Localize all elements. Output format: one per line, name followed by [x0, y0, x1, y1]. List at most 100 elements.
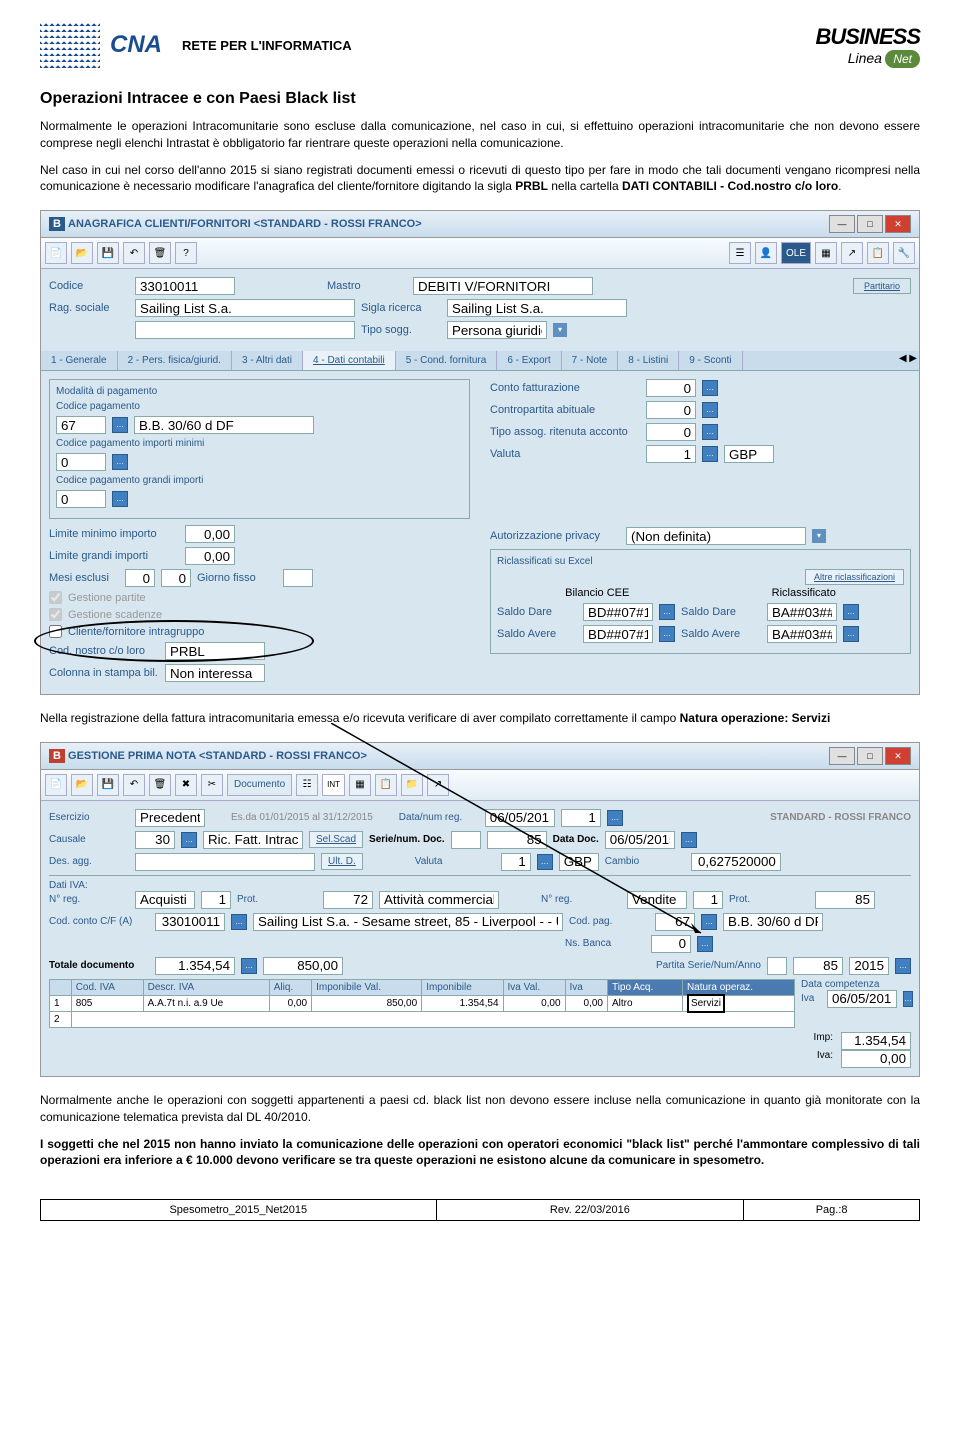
tab-sconti[interactable]: 9 - Sconti [679, 351, 742, 370]
tools-icon[interactable]: 🔧 [893, 242, 915, 264]
datacomp-input[interactable] [827, 990, 897, 1008]
causale-input[interactable] [135, 831, 175, 849]
codgrandi-input[interactable] [56, 490, 106, 508]
close-button[interactable]: ✕ [885, 215, 911, 233]
valuta2-input[interactable] [501, 853, 531, 871]
tipo-input[interactable] [447, 321, 547, 339]
sigla-input[interactable] [447, 299, 627, 317]
giorno-input[interactable] [283, 569, 313, 587]
partita-a[interactable] [849, 957, 889, 975]
tab-generale[interactable]: 1 - Generale [41, 351, 118, 370]
codpag2-input[interactable] [655, 913, 695, 931]
ole-button[interactable]: OLE [781, 242, 811, 264]
rag-input[interactable] [135, 299, 355, 317]
save-icon[interactable]: 💾 [97, 242, 119, 264]
contro-input[interactable] [646, 401, 696, 419]
codnostro-input[interactable] [165, 642, 265, 660]
mesi1-input[interactable] [125, 569, 155, 587]
tree-icon[interactable]: ☷ [296, 774, 318, 796]
lookup-icon[interactable]: … [537, 854, 553, 870]
colonna-input[interactable] [165, 664, 265, 682]
totale2-input[interactable] [263, 957, 343, 975]
causale-desc[interactable] [203, 831, 303, 849]
grid-icon[interactable]: ▦ [349, 774, 371, 796]
sa2-input[interactable] [767, 625, 837, 643]
serie-input[interactable] [451, 831, 481, 849]
codice-input[interactable] [135, 277, 235, 295]
lookup-icon[interactable]: … [697, 936, 713, 952]
list-icon[interactable]: ☰ [729, 242, 751, 264]
delete-icon[interactable]: 🗑 [149, 242, 171, 264]
lookup-icon[interactable]: … [903, 991, 913, 1007]
partita-n[interactable] [793, 957, 843, 975]
lookup-icon[interactable]: … [702, 402, 718, 418]
dropdown-icon[interactable]: ▾ [812, 529, 826, 543]
nsbanca-input[interactable] [651, 935, 691, 953]
minimize-button[interactable]: — [829, 747, 855, 765]
open-icon[interactable]: 📂 [71, 242, 93, 264]
lookup-icon[interactable]: … [607, 810, 623, 826]
lookup-icon[interactable]: … [702, 446, 718, 462]
table-row[interactable]: 1 805 A.A.7t n.i. a.9 Ue 0,00 850,00 1.3… [50, 995, 795, 1011]
valuta-input[interactable] [646, 445, 696, 463]
close-button[interactable]: ✕ [885, 747, 911, 765]
user-icon[interactable]: 👤 [755, 242, 777, 264]
tab-export[interactable]: 6 - Export [497, 351, 561, 370]
lookup-icon[interactable]: … [112, 454, 128, 470]
codconto-input[interactable] [155, 913, 225, 931]
lookup-icon[interactable]: … [681, 832, 697, 848]
lookup-icon[interactable]: … [231, 914, 247, 930]
tab-listini[interactable]: 8 - Listini [618, 351, 679, 370]
codconto-desc[interactable] [253, 913, 563, 931]
new-icon[interactable]: 📄 [45, 242, 67, 264]
sd2-input[interactable] [767, 603, 837, 621]
mesi2-input[interactable] [161, 569, 191, 587]
esercizio-input[interactable] [135, 809, 205, 827]
doc-icon[interactable]: 📋 [867, 242, 889, 264]
contofat-input[interactable] [646, 379, 696, 397]
codpag2-desc[interactable] [723, 913, 823, 931]
folder-icon[interactable]: 📁 [401, 774, 423, 796]
tab-cond[interactable]: 5 - Cond. fornitura [396, 351, 498, 370]
totale-input[interactable] [155, 957, 235, 975]
grid-icon[interactable]: ▦ [815, 242, 837, 264]
int-button[interactable]: INT [322, 774, 345, 796]
partitario-link[interactable]: Partitario [853, 278, 911, 294]
selscad-link[interactable]: Sel.Scad [309, 831, 363, 848]
lookup-icon[interactable]: … [843, 604, 859, 620]
numreg-input[interactable] [561, 809, 601, 827]
codmin-input[interactable] [56, 453, 106, 471]
documento-button[interactable]: Documento [227, 774, 292, 796]
undo-icon[interactable]: ↶ [123, 242, 145, 264]
vendite-input[interactable] [627, 891, 687, 909]
cut-icon[interactable]: ✂ [201, 774, 223, 796]
datadoc-input[interactable] [605, 831, 675, 849]
tab-scroll[interactable]: ◀ ▶ [897, 351, 919, 370]
dropdown-icon[interactable]: ▾ [553, 323, 567, 337]
desagg-input[interactable] [135, 853, 315, 871]
export-icon[interactable]: ↗ [841, 242, 863, 264]
doc-icon[interactable]: 📋 [375, 774, 397, 796]
tab-note[interactable]: 7 - Note [562, 351, 619, 370]
altre-link[interactable]: Altre riclassificazioni [805, 569, 904, 585]
lookup-icon[interactable]: … [701, 914, 717, 930]
lookup-icon[interactable]: … [659, 604, 675, 620]
sd1-input[interactable] [583, 603, 653, 621]
acquisti-input[interactable] [135, 891, 195, 909]
acqval-input[interactable] [201, 891, 231, 909]
numdoc-input[interactable] [487, 831, 547, 849]
vendval-input[interactable] [693, 891, 723, 909]
valuta-desc[interactable] [724, 445, 774, 463]
cancel-icon[interactable]: ✖ [175, 774, 197, 796]
tab-contabili[interactable]: 4 - Dati contabili [303, 351, 396, 370]
mastro-input[interactable] [413, 277, 593, 295]
valuta2-desc[interactable] [559, 853, 599, 871]
exit-icon[interactable]: ↗ [427, 774, 449, 796]
rag2-input[interactable] [135, 321, 355, 339]
lookup-icon[interactable]: … [895, 958, 911, 974]
new-icon[interactable]: 📄 [45, 774, 67, 796]
lookup-icon[interactable]: … [112, 417, 128, 433]
lookup-icon[interactable]: … [241, 958, 257, 974]
undo-icon[interactable]: ↶ [123, 774, 145, 796]
maximize-button[interactable]: □ [857, 215, 883, 233]
